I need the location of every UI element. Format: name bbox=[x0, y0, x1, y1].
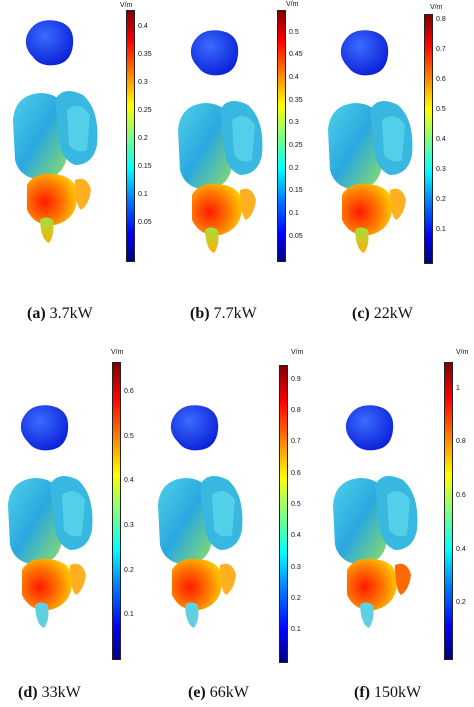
colorbar-tick-label: 0.6 bbox=[456, 492, 466, 500]
colorbar-unit: V/m bbox=[456, 349, 469, 356]
colorbar-tick-label: 0.5 bbox=[436, 106, 446, 114]
colorbar-tick-label: 0.7 bbox=[291, 438, 301, 446]
organ-render-c bbox=[328, 30, 413, 253]
colorbar-tick-label: 0.35 bbox=[138, 50, 152, 58]
panel-letter: (c) bbox=[352, 305, 370, 322]
colorbar-unit: V/m bbox=[111, 349, 124, 356]
colorbar bbox=[112, 362, 121, 660]
colorbar-tick-label: 0.2 bbox=[456, 599, 466, 607]
organ-render-e bbox=[158, 405, 243, 628]
colorbar-tick-label: 0.1 bbox=[124, 611, 134, 619]
colorbar-tick-label: 0.3 bbox=[289, 119, 299, 127]
colorbar-tick-label: 0.15 bbox=[138, 162, 152, 170]
colorbar-tick-label: 0.2 bbox=[436, 196, 446, 204]
colorbar bbox=[444, 362, 453, 660]
colorbar-tick-label: 0.2 bbox=[138, 134, 148, 142]
colorbar-tick-label: 0.8 bbox=[291, 407, 301, 415]
panel-power: 33kW bbox=[41, 684, 81, 701]
colorbar bbox=[126, 10, 135, 262]
colorbar-unit: V/m bbox=[291, 349, 304, 356]
colorbar-tick-label: 0.4 bbox=[124, 477, 134, 485]
colorbar-unit: V/m bbox=[286, 1, 299, 8]
panel-power: 22kW bbox=[373, 305, 413, 322]
colorbar bbox=[277, 10, 286, 262]
colorbar-tick-label: 0.9 bbox=[291, 375, 301, 383]
panel-caption: (b) 7.7kW bbox=[190, 305, 257, 323]
colorbar-tick-label: 0.1 bbox=[436, 226, 446, 234]
colorbar-tick-label: 0.4 bbox=[289, 74, 299, 82]
panel-letter: (e) bbox=[188, 684, 206, 701]
organ-render-d bbox=[8, 405, 93, 628]
colorbar-tick-label: 0.2 bbox=[291, 594, 301, 602]
colorbar-tick-label: 0.8 bbox=[456, 438, 466, 446]
colorbar-tick-label: 0.45 bbox=[289, 51, 303, 59]
colorbar-tick-label: 0.3 bbox=[124, 521, 134, 529]
organ-render-f bbox=[333, 405, 418, 628]
colorbar-tick-label: 0.4 bbox=[138, 22, 148, 30]
colorbar-tick-label: 0.6 bbox=[436, 76, 446, 84]
colorbar-tick-label: 0.6 bbox=[291, 469, 301, 477]
colorbar-tick-label: 0.4 bbox=[291, 532, 301, 540]
panel-power: 3.7kW bbox=[49, 305, 93, 322]
colorbar-tick-label: 0.35 bbox=[289, 96, 303, 104]
panel-caption: (d) 33kW bbox=[18, 684, 81, 702]
colorbar-tick-label: 0.05 bbox=[289, 232, 303, 240]
colorbar-tick-label: 0.25 bbox=[138, 106, 152, 114]
colorbar-tick-label: 0.5 bbox=[291, 501, 301, 509]
colorbar bbox=[424, 14, 433, 264]
panel-letter: (b) bbox=[190, 305, 210, 322]
panel-power: 7.7kW bbox=[213, 305, 257, 322]
colorbar-tick-label: 0.5 bbox=[124, 432, 134, 440]
colorbar-tick-label: 0.1 bbox=[138, 190, 148, 198]
panel-letter: (d) bbox=[18, 684, 38, 701]
colorbar-tick-label: 0.1 bbox=[291, 626, 301, 634]
panel-letter: (a) bbox=[27, 305, 46, 322]
colorbar-tick-label: 0.8 bbox=[436, 16, 446, 24]
colorbar-unit: V/m bbox=[430, 4, 443, 11]
panel-power: 150kW bbox=[373, 684, 422, 701]
colorbar bbox=[279, 365, 288, 663]
colorbar-tick-label: 0.7 bbox=[436, 46, 446, 54]
organ-render-b bbox=[178, 30, 263, 253]
colorbar-tick-label: 0.3 bbox=[138, 78, 148, 86]
colorbar-unit: V/m bbox=[120, 2, 133, 9]
colorbar-tick-label: 0.2 bbox=[124, 566, 134, 574]
colorbar-tick-label: 0.4 bbox=[456, 545, 466, 553]
colorbar-tick-label: 0.1 bbox=[289, 210, 299, 218]
panel-caption: (e) 66kW bbox=[188, 684, 249, 702]
panel-caption: (a) 3.7kW bbox=[27, 305, 93, 323]
panel-letter: (f) bbox=[354, 684, 370, 701]
organ-render-a bbox=[13, 20, 98, 243]
colorbar-tick-label: 0.5 bbox=[289, 28, 299, 36]
colorbar-tick-label: 0.4 bbox=[436, 136, 446, 144]
colorbar-tick-label: 1 bbox=[456, 384, 460, 392]
colorbar-tick-label: 0.3 bbox=[436, 166, 446, 174]
colorbar-tick-label: 0.05 bbox=[138, 218, 152, 226]
panel-power: 66kW bbox=[209, 684, 249, 701]
colorbar-tick-label: 0.15 bbox=[289, 187, 303, 195]
colorbar-tick-label: 0.2 bbox=[289, 164, 299, 172]
panel-caption: (f) 150kW bbox=[354, 684, 421, 702]
colorbar-tick-label: 0.25 bbox=[289, 142, 303, 150]
colorbar-tick-label: 0.6 bbox=[124, 387, 134, 395]
panel-caption: (c) 22kW bbox=[352, 305, 413, 323]
colorbar-tick-label: 0.3 bbox=[291, 563, 301, 571]
